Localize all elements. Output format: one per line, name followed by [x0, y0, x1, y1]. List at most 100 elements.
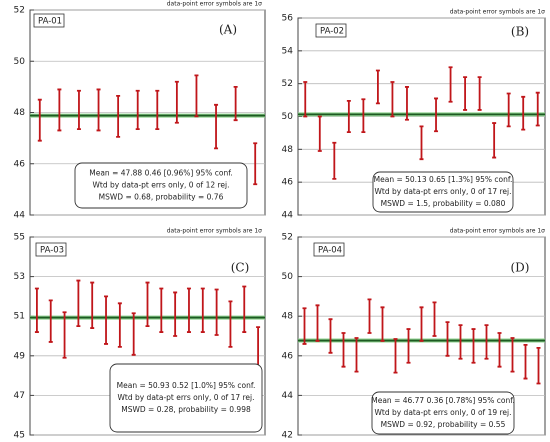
error-bar	[315, 304, 320, 342]
stats-line: Mean = 46.77 0.36 [0.78%] 95% conf.	[371, 396, 515, 405]
error-bar	[242, 285, 247, 333]
stats-box	[74, 162, 248, 209]
error-bar	[90, 281, 95, 329]
error-bar	[76, 279, 81, 327]
error-bar	[535, 91, 540, 127]
stats-box	[371, 391, 515, 435]
error-bar	[159, 287, 164, 333]
error-bar	[463, 76, 468, 111]
y-tick-label: 54	[282, 46, 294, 56]
error-bar	[155, 89, 160, 131]
error-bar	[484, 324, 489, 360]
y-tick-label: 50	[14, 57, 26, 67]
y-tick-label: 46	[14, 159, 26, 169]
error-bar	[523, 344, 528, 380]
error-bar	[477, 76, 482, 111]
error-note: data-point error symbols are 1σ	[167, 1, 262, 8]
error-note: data-point error symbols are 1σ	[450, 9, 545, 16]
error-bar	[228, 300, 233, 348]
error-bar	[432, 301, 437, 337]
sample-label: PA-02	[320, 27, 344, 37]
panel-tag: (D)	[511, 261, 530, 275]
error-bar	[303, 81, 308, 118]
y-tick-label: 46	[282, 351, 294, 361]
stats-line: Mean = 50.13 0.65 [1.3%] 95% conf.	[374, 175, 513, 184]
error-bar	[328, 318, 333, 354]
sample-label: PA-01	[38, 17, 62, 27]
sample-label-box	[315, 23, 347, 38]
error-bar	[492, 122, 497, 159]
error-bar	[506, 92, 511, 128]
error-note: data-point error symbols are 1σ	[450, 228, 545, 235]
y-tick-label: 50	[282, 112, 294, 122]
error-bar	[458, 324, 463, 360]
error-bar	[62, 311, 67, 359]
y-tick-label: 48	[282, 312, 294, 322]
error-bar	[194, 74, 199, 118]
error-bar	[332, 141, 337, 180]
error-bar	[354, 337, 359, 373]
y-tick-label: 56	[282, 14, 294, 24]
y-tick-label: 53	[14, 272, 25, 282]
y-tick-label: 42	[282, 431, 293, 441]
panel-tag: (B)	[511, 25, 529, 39]
stats-line: Wtd by data-pt errs only, 0 of 19 rej.	[374, 408, 511, 417]
y-tick-label: 50	[282, 272, 294, 282]
y-tick-label: 48	[282, 145, 294, 155]
stats-box	[372, 171, 514, 213]
sample-label-box	[33, 13, 65, 28]
error-bar	[510, 337, 515, 373]
y-tick-label: 44	[282, 211, 294, 221]
stats-line: MSWD = 0.68, probability = 0.76	[99, 193, 224, 202]
y-tick-label: 49	[14, 351, 26, 361]
error-bar	[233, 85, 238, 122]
error-bar	[471, 328, 476, 364]
error-bar	[390, 81, 395, 118]
error-bar	[37, 98, 42, 142]
error-bar	[214, 103, 219, 150]
sample-label: PA-04	[318, 246, 342, 256]
y-tick-label: 52	[282, 79, 293, 89]
stats-line: Mean = 47.88 0.46 [0.96%] 95% conf.	[89, 169, 233, 178]
error-bar	[317, 115, 322, 152]
error-bar	[380, 306, 385, 342]
sample-label: PA-03	[40, 246, 64, 256]
y-tick-label: 44	[282, 391, 294, 401]
panel-tag: (C)	[231, 261, 250, 275]
error-bar	[419, 306, 424, 342]
y-tick-label: 47	[14, 391, 25, 401]
error-bar	[497, 332, 502, 368]
error-bar	[48, 299, 53, 343]
error-bar	[375, 69, 380, 105]
error-bar	[536, 346, 541, 385]
error-bar	[214, 288, 219, 336]
error-bar	[200, 287, 205, 333]
stats-line: Wtd by data-pt errs only, 0 of 17 rej.	[374, 187, 511, 196]
panel-tag: (A)	[219, 23, 237, 37]
error-bar	[186, 287, 191, 333]
error-bar	[96, 88, 101, 132]
error-bar	[419, 125, 424, 161]
stats-line: Wtd by data-pt errs only, 0 of 17 rej.	[117, 393, 254, 402]
error-bar	[448, 66, 453, 103]
y-tick-label: 55	[14, 233, 25, 243]
stats-box	[109, 363, 263, 433]
error-bar	[135, 89, 140, 131]
error-bar	[173, 291, 178, 337]
error-note: data-point error symbols are 1σ	[167, 228, 262, 235]
error-bar	[131, 312, 136, 356]
y-tick-label: 52	[14, 6, 25, 16]
error-bar	[302, 307, 307, 345]
error-bar	[445, 321, 450, 357]
y-tick-label: 44	[14, 211, 26, 221]
error-bar	[117, 302, 122, 348]
error-bar	[253, 142, 258, 186]
stats-line: MSWD = 0.28, probability = 0.998	[121, 405, 251, 414]
error-bar	[76, 89, 81, 131]
error-bar	[361, 98, 366, 133]
y-tick-label: 52	[282, 233, 293, 243]
error-bar	[406, 328, 411, 364]
error-bar	[404, 86, 409, 121]
error-bar	[521, 95, 526, 131]
